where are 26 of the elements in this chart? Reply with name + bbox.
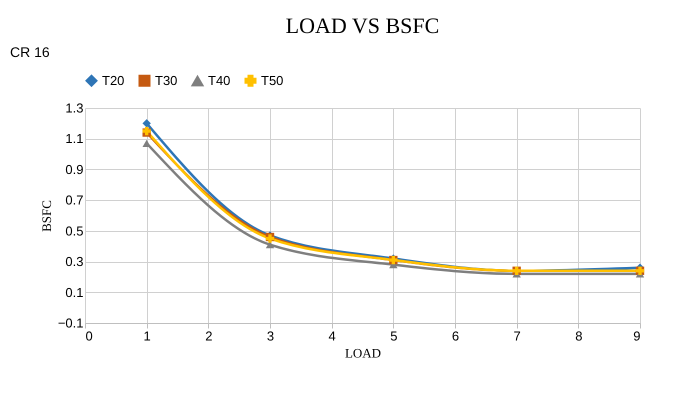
x-tick-label: 5 (390, 328, 398, 344)
y-tick-label: 0.9 (65, 162, 84, 177)
legend-label: T30 (155, 72, 178, 88)
x-tick-label: 9 (633, 328, 640, 344)
y-tick-label: 0.1 (65, 284, 84, 300)
legend-label: T50 (261, 72, 284, 88)
legend-label: T40 (208, 73, 230, 88)
y-tick-label: −0.1 (58, 316, 84, 330)
x-tick-label: 6 (452, 328, 460, 344)
y-tick-label: 1.3 (65, 100, 84, 116)
x-tick-label: 7 (514, 328, 521, 344)
y-tick-label: 0.7 (65, 192, 84, 208)
x-tick-label: 4 (328, 328, 336, 344)
x-tick-label: 1 (144, 328, 151, 344)
x-tick-label: 3 (266, 328, 274, 344)
text: CR 16 (10, 44, 50, 60)
x-tick-label: 8 (575, 328, 582, 344)
x-tick-label: 0 (86, 328, 93, 344)
y-tick-label: 0.5 (65, 223, 84, 238)
y-axis-title: BSFC (38, 200, 54, 232)
chart-title: LOAD VS BSFC (286, 13, 440, 38)
y-tick-label: 1.1 (65, 131, 84, 146)
x-tick-label: 2 (205, 328, 212, 344)
legend-label: T20 (102, 72, 124, 88)
x-axis-title: LOAD (344, 346, 382, 360)
y-tick-label: 0.3 (65, 254, 84, 270)
